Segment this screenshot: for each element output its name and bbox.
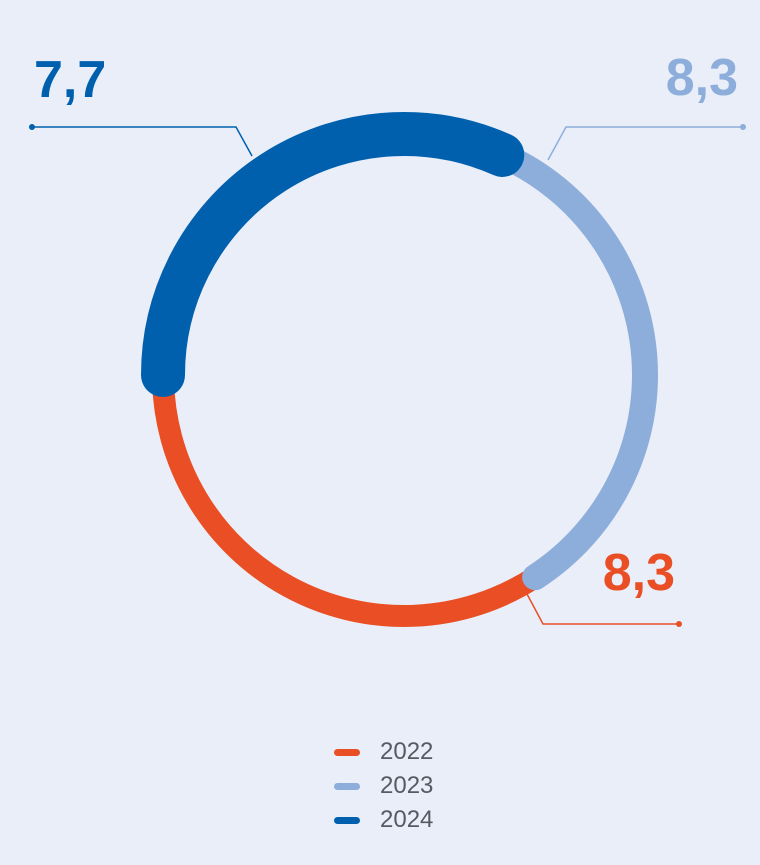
legend-item-2024: 2024 xyxy=(334,806,433,834)
arc-2024 xyxy=(141,112,525,397)
leader-line-2023 xyxy=(547,126,743,161)
leader-line-2022 xyxy=(526,593,679,625)
value-label-2022: 8,3 xyxy=(603,544,675,602)
arc-2022 xyxy=(152,374,542,627)
legend-swatch-2022 xyxy=(334,748,360,756)
arc-2023 xyxy=(489,141,658,591)
legend-label-2024: 2024 xyxy=(380,806,434,833)
leader-dot-2022 xyxy=(676,621,682,627)
leader-line-2024 xyxy=(32,126,253,157)
leader-dot-2023 xyxy=(740,124,746,130)
legend-label-2022: 2022 xyxy=(380,738,434,765)
legend-label-2023: 2023 xyxy=(380,772,434,799)
value-label-2024: 7,7 xyxy=(34,51,106,109)
value-label-2023: 8,3 xyxy=(666,49,738,107)
legend-item-2022: 2022 xyxy=(334,738,433,766)
leader-dot-2024 xyxy=(29,124,35,130)
legend-item-2023: 2023 xyxy=(334,772,433,800)
legend-swatch-2023 xyxy=(334,782,360,790)
legend-swatch-2024 xyxy=(334,816,360,824)
